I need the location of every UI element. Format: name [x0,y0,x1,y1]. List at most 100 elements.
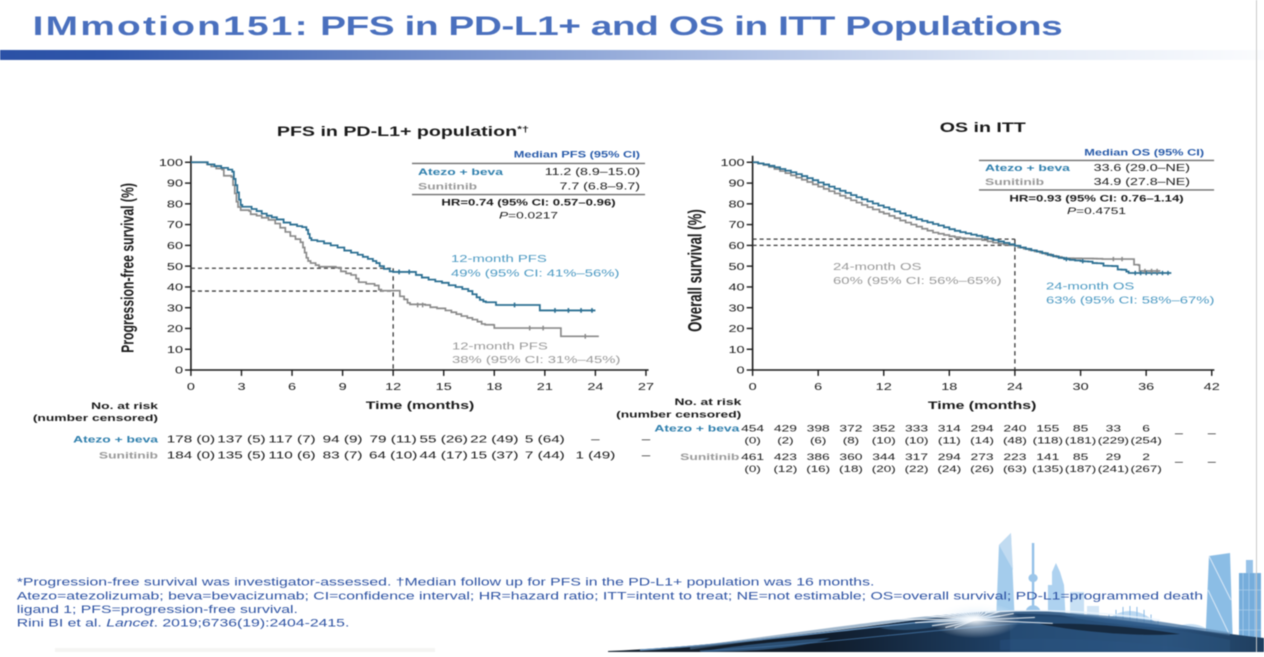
svg-text:12: 12 [876,381,892,392]
svg-text:18: 18 [941,381,957,392]
svg-text:No. at risk: No. at risk [91,400,158,411]
svg-text:0: 0 [749,381,757,392]
svg-text:ligand 1; PFS=progression-free: ligand 1; PFS=progression-free survival. [17,603,298,615]
svg-text:333: 333 [905,423,929,434]
svg-text:Overall survival (%): Overall survival (%) [685,209,706,332]
svg-text:50: 50 [167,261,183,272]
svg-text:90: 90 [167,178,183,189]
svg-text:10: 10 [167,344,183,355]
svg-text:–: – [1175,456,1183,467]
svg-text:85: 85 [1073,451,1089,462]
svg-text:(10): (10) [872,436,896,446]
svg-text:110 (6): 110 (6) [268,449,315,461]
svg-text:(229): (229) [1098,436,1130,446]
svg-text:44 (17): 44 (17) [420,449,468,461]
svg-text:(10): (10) [905,436,929,446]
svg-text:–: – [1208,428,1216,439]
svg-text:40: 40 [728,282,744,293]
svg-text:12: 12 [385,381,401,392]
svg-text:63% (95% CI: 58%–67%): 63% (95% CI: 58%–67%) [1046,294,1214,306]
svg-text:Atezo + beva: Atezo + beva [985,162,1070,173]
svg-text:0: 0 [737,365,745,376]
svg-text:30: 30 [728,303,744,314]
svg-text:20: 20 [728,323,744,334]
svg-text:P=0.4751: P=0.4751 [1067,206,1126,216]
svg-text:*Progression-free survival was: *Progression-free survival was investiga… [17,576,875,588]
svg-text:55 (26): 55 (26) [420,433,468,445]
svg-text:24-month OS: 24-month OS [1046,280,1134,292]
svg-text:9: 9 [339,381,347,392]
svg-text:80: 80 [728,199,744,210]
svg-text:29: 29 [1106,451,1122,462]
svg-text:–: – [1208,456,1216,467]
svg-text:21: 21 [537,381,553,392]
svg-text:36: 36 [1138,381,1154,392]
svg-text:33.6 (29.0–NE): 33.6 (29.0–NE) [1094,162,1190,173]
svg-text:24: 24 [1007,381,1023,392]
svg-text:Time (months): Time (months) [928,399,1036,411]
svg-text:HR=0.74 (95% CI: 0.57–0.96): HR=0.74 (95% CI: 0.57–0.96) [441,198,616,208]
svg-text:11.2 (8.9–15.0): 11.2 (8.9–15.0) [545,166,640,177]
svg-text:22 (49): 22 (49) [470,433,518,445]
svg-text:(0): (0) [744,436,761,446]
svg-text:(181): (181) [1065,436,1097,446]
svg-text:80: 80 [167,199,183,210]
svg-text:HR=0.93 (95% CI: 0.76–1.14): HR=0.93 (95% CI: 0.76–1.14) [1009,194,1184,204]
svg-text:49% (95% CI: 41%–56%): 49% (95% CI: 41%–56%) [451,267,619,279]
svg-text:(2): (2) [777,436,794,446]
svg-text:7.7 (6.8–9.7): 7.7 (6.8–9.7) [560,181,641,192]
svg-text:OS in ITT: OS in ITT [940,120,1027,135]
svg-text:No. at risk: No. at risk [674,396,741,407]
svg-text:90: 90 [728,178,744,189]
svg-text:2: 2 [1142,451,1150,462]
svg-text:Atezo + beva: Atezo + beva [418,166,503,177]
svg-text:94 (9): 94 (9) [323,433,363,445]
svg-text:Sunitinib: Sunitinib [99,449,158,460]
svg-text:5 (64): 5 (64) [525,433,565,445]
svg-text:1 (49): 1 (49) [575,449,615,461]
svg-text:15 (37): 15 (37) [470,449,518,461]
svg-text:423: 423 [774,451,798,462]
svg-text:PFS in PD-L1+ population*†: PFS in PD-L1+ population*† [277,124,529,139]
svg-text:Atezo + beva: Atezo + beva [73,433,158,444]
svg-text:178 (0): 178 (0) [167,433,215,445]
svg-text:360: 360 [839,451,863,462]
svg-text:Sunitinib: Sunitinib [680,451,739,462]
svg-text:P=0.0217: P=0.0217 [499,210,558,220]
svg-text:42: 42 [1204,381,1220,392]
svg-text:386: 386 [807,451,831,462]
svg-text:–: – [642,433,651,445]
svg-text:64 (10): 64 (10) [369,449,417,461]
svg-text:60: 60 [167,240,183,251]
svg-text:100: 100 [159,157,183,168]
svg-text:(267): (267) [1130,465,1162,475]
svg-text:IMmotion151: PFS in PD-L1+ and: IMmotion151: PFS in PD-L1+ and OS in ITT… [33,12,1063,42]
svg-text:(135): (135) [1032,465,1064,475]
svg-text:(254): (254) [1130,436,1162,446]
svg-text:(24): (24) [937,465,961,475]
svg-text:117 (7): 117 (7) [268,433,315,445]
svg-text:40: 40 [167,282,183,293]
svg-text:Sunitinib: Sunitinib [985,176,1044,187]
svg-text:(22): (22) [905,465,929,475]
svg-text:(118): (118) [1033,436,1064,446]
svg-text:314: 314 [938,423,962,434]
svg-text:20: 20 [167,323,183,334]
svg-text:(0): (0) [744,465,761,475]
svg-text:85: 85 [1073,423,1089,434]
svg-text:(63): (63) [1003,465,1027,475]
svg-text:18: 18 [486,381,502,392]
svg-text:(26): (26) [970,465,994,475]
svg-text:79 (11): 79 (11) [370,433,417,445]
svg-text:100: 100 [720,157,744,168]
svg-text:12-month PFS: 12-month PFS [452,340,548,352]
svg-text:–: – [1175,428,1183,439]
svg-text:(20): (20) [872,465,896,475]
svg-text:83 (7): 83 (7) [323,449,363,461]
svg-text:294: 294 [971,423,995,434]
svg-text:6: 6 [1142,423,1150,434]
svg-text:6: 6 [814,381,822,392]
svg-text:398: 398 [807,423,831,434]
svg-text:10: 10 [728,344,744,355]
svg-text:30: 30 [1073,381,1089,392]
